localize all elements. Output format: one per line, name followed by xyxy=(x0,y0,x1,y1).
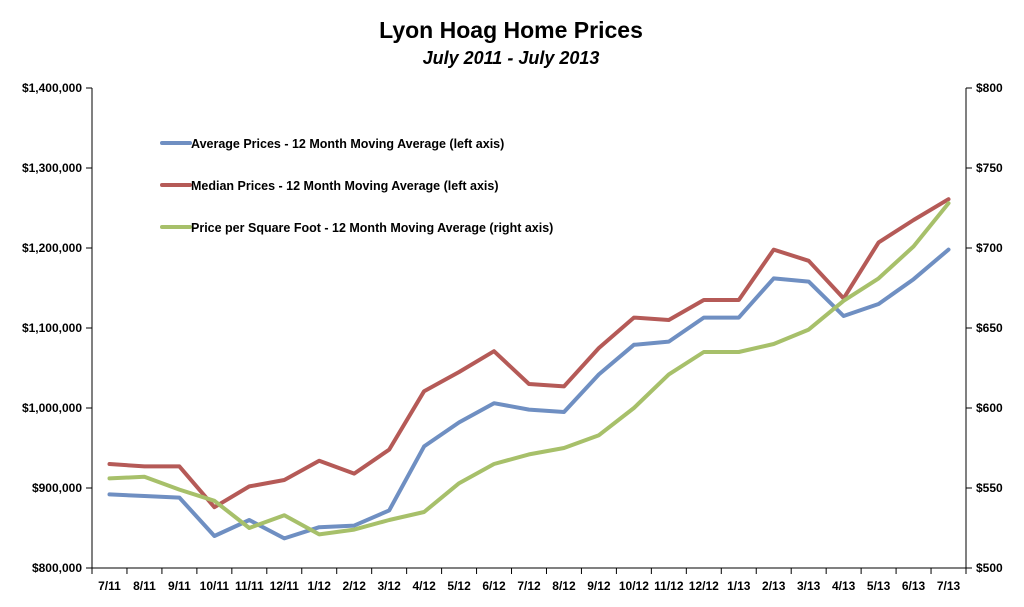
x-axis-tick-label: 1/12 xyxy=(308,579,332,593)
chart-subtitle: July 2011 - July 2013 xyxy=(423,48,600,68)
x-axis-tick-label: 12/11 xyxy=(270,579,300,593)
left-axis-tick-label: $900,000 xyxy=(32,481,82,495)
x-axis-tick-label: 3/12 xyxy=(377,579,401,593)
right-axis-tick-label: $700 xyxy=(976,241,1003,255)
left-axis-tick-label: $1,200,000 xyxy=(22,241,82,255)
left-axis-tick-label: $1,300,000 xyxy=(22,161,82,175)
x-axis-tick-label: 9/11 xyxy=(168,579,191,593)
x-axis-tick-label: 4/13 xyxy=(832,579,856,593)
x-axis-tick-label: 11/11 xyxy=(235,579,264,593)
x-axis-tick-label: 10/11 xyxy=(200,579,230,593)
x-axis-tick-label: 9/12 xyxy=(587,579,611,593)
left-axis-tick-label: $1,100,000 xyxy=(22,321,82,335)
right-axis-tick-label: $600 xyxy=(976,401,1003,415)
x-axis-tick-label: 1/13 xyxy=(727,579,751,593)
series-line-1 xyxy=(107,247,951,541)
legend-label-3: Price per Square Foot - 12 Month Moving … xyxy=(191,221,553,235)
x-axis-tick-label: 2/13 xyxy=(762,579,786,593)
right-axis-tick-label: $800 xyxy=(976,81,1003,95)
x-axis-tick-label: 3/13 xyxy=(797,579,821,593)
chart-title: Lyon Hoag Home Prices xyxy=(379,17,643,43)
x-axis-tick-label: 7/11 xyxy=(98,579,121,593)
series-line-2 xyxy=(107,197,951,510)
legend-label-2: Median Prices - 12 Month Moving Average … xyxy=(191,179,498,193)
x-axis-tick-label: 5/13 xyxy=(867,579,891,593)
x-axis-tick-label: 7/13 xyxy=(937,579,961,593)
x-axis-tick-label: 6/13 xyxy=(902,579,926,593)
x-axis-tick-label: 5/12 xyxy=(447,579,471,593)
x-axis-tick-label: 8/11 xyxy=(133,579,156,593)
x-axis-tick-label: 6/12 xyxy=(482,579,506,593)
left-axis-tick-label: $800,000 xyxy=(32,561,82,575)
series-lines xyxy=(107,197,951,541)
x-axis-tick-label: 2/12 xyxy=(343,579,367,593)
right-axis-tick-label: $550 xyxy=(976,481,1003,495)
x-axis-tick-label: 8/12 xyxy=(552,579,576,593)
axes: $800,000 $900,000 $1,000,000 $1,100,000 $1,2… xyxy=(22,81,1003,593)
legend: Average Prices - 12 Month Moving Average… xyxy=(160,137,553,235)
left-axis-tick-label: $1,400,000 xyxy=(22,81,82,95)
right-axis-tick-label: $650 xyxy=(976,321,1003,335)
left-axis-tick-label: $1,000,000 xyxy=(22,401,82,415)
x-axis-tick-label: 4/12 xyxy=(412,579,436,593)
series-line-3 xyxy=(107,201,951,537)
right-axis-tick-label: $500 xyxy=(976,561,1003,575)
right-axis-tick-label: $750 xyxy=(976,161,1003,175)
x-axis-tick-label: 7/12 xyxy=(517,579,541,593)
legend-label-1: Average Prices - 12 Month Moving Average… xyxy=(191,137,504,151)
x-axis-tick-label: 10/12 xyxy=(619,579,649,593)
x-axis-tick-label: 11/12 xyxy=(654,579,684,593)
x-axis-tick-label: 12/12 xyxy=(689,579,719,593)
